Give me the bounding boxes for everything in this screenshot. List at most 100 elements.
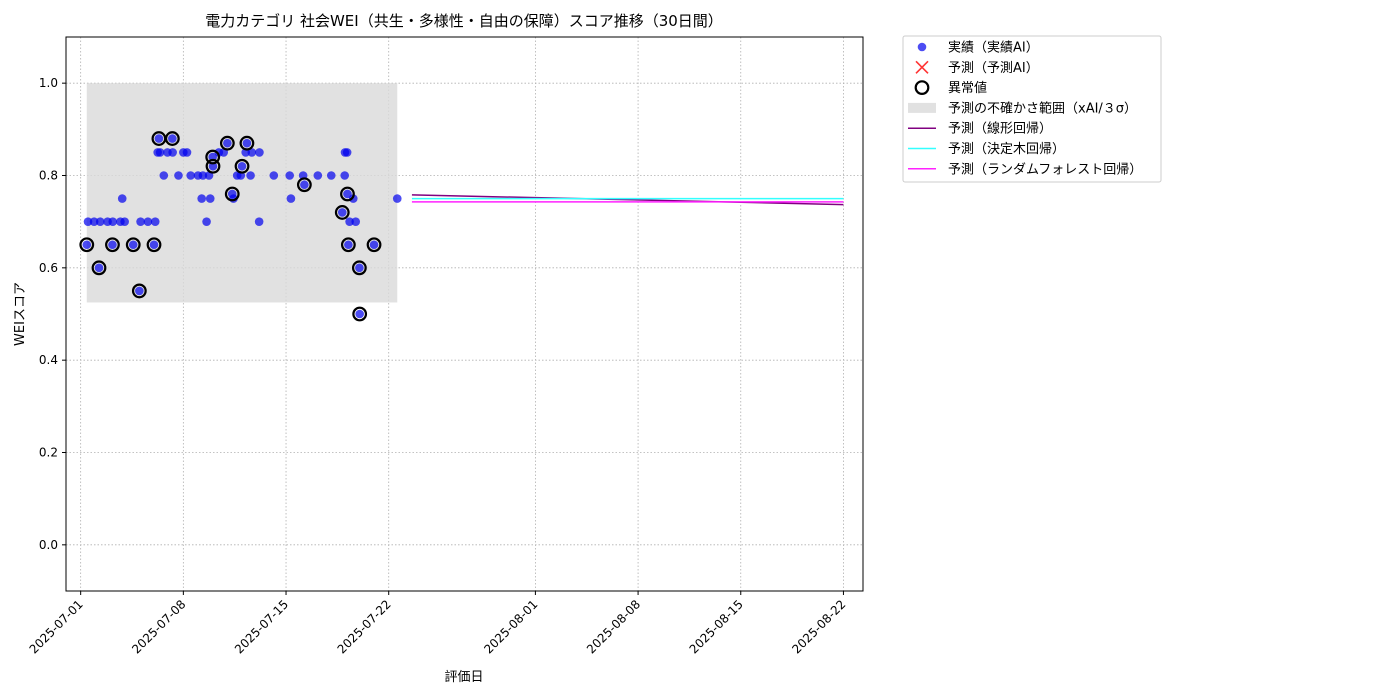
actual-point xyxy=(135,286,144,296)
actual-point xyxy=(246,171,255,180)
anomaly-ring xyxy=(340,237,356,253)
actual-point xyxy=(286,194,296,203)
chart-title: 電力カテゴリ 社会WEI（共生・多様性・自由の保障）スコア推移（30日間） xyxy=(205,12,723,30)
actual-point xyxy=(345,217,354,226)
anomaly-ring xyxy=(351,260,367,276)
legend-label-actual: 実績（実績AI） xyxy=(948,40,1039,56)
legend-marker-band xyxy=(908,102,936,113)
actual-point xyxy=(168,148,177,157)
actual-point xyxy=(89,217,99,226)
actual-point xyxy=(223,138,232,148)
actual-point xyxy=(392,194,402,203)
actual-point xyxy=(344,240,353,250)
x-tick-label: 2025-07-15 xyxy=(232,597,291,656)
anomaly-ring xyxy=(91,260,107,276)
x-tick-label: 2025-07-08 xyxy=(129,597,188,656)
actual-point xyxy=(159,171,169,180)
actual-point xyxy=(342,148,352,157)
x-tick-label: 2025-08-15 xyxy=(687,597,746,656)
actual-point xyxy=(355,309,364,319)
actual-point xyxy=(255,148,264,157)
anomaly-ring xyxy=(146,237,162,253)
actual-point xyxy=(300,180,309,190)
actual-point xyxy=(326,171,336,180)
actual-point xyxy=(269,171,279,180)
actual-point xyxy=(174,171,183,180)
actual-point xyxy=(237,161,247,171)
actual-point xyxy=(108,217,118,226)
actual-point xyxy=(154,134,164,143)
actual-point xyxy=(351,217,361,226)
anomaly-ring xyxy=(205,149,221,165)
anomaly-ring xyxy=(366,237,382,253)
anomaly-markers xyxy=(79,131,382,322)
legend-marker-actual xyxy=(917,42,927,52)
actual-point xyxy=(197,194,206,203)
actual-point xyxy=(155,148,165,157)
actual-point xyxy=(205,194,215,203)
anomaly-ring xyxy=(219,135,235,151)
legend-label-anomaly: 異常値 xyxy=(948,80,987,96)
actual-point xyxy=(120,217,129,226)
actual-point xyxy=(285,171,294,180)
anomaly-ring xyxy=(131,283,147,299)
y-tick-label: 0.4 xyxy=(39,353,58,367)
actual-point xyxy=(82,240,92,250)
actual-point xyxy=(168,134,177,143)
actual-point xyxy=(94,263,104,273)
y-axis: 0.0 0.2 0.4 0.6 0.8 1.0 xyxy=(39,76,66,552)
legend-label-forest: 予測（ランダムフォレスト回帰） xyxy=(948,161,1142,177)
actual-point xyxy=(143,217,153,226)
anomaly-ring xyxy=(239,135,255,151)
actual-point xyxy=(355,263,364,273)
anomaly-ring xyxy=(205,158,221,174)
actual-point xyxy=(337,208,347,217)
anomaly-ring xyxy=(224,186,240,202)
actual-point xyxy=(202,217,211,226)
series-line-linear xyxy=(411,194,844,206)
legend-box xyxy=(902,35,1162,183)
plot-frame xyxy=(65,36,864,592)
actual-point xyxy=(313,171,323,180)
legend-marker-predicted xyxy=(915,60,929,74)
anomaly-ring xyxy=(334,205,350,220)
anomaly-ring xyxy=(352,306,368,322)
anomaly-ring xyxy=(79,237,95,253)
actual-point xyxy=(150,217,160,226)
anomaly-ring xyxy=(164,131,180,146)
actual-point xyxy=(136,217,145,226)
actual-point xyxy=(254,217,264,226)
x-axis: 2025-07-01 2025-07-08 2025-07-15 2025-07-22… xyxy=(27,591,849,656)
prediction-lines xyxy=(411,194,844,206)
actual-points xyxy=(82,134,402,319)
legend-label-uncertainty: 予測の不確かさ範囲（xAI/３σ） xyxy=(948,100,1137,116)
actual-point xyxy=(198,171,208,180)
anomaly-ring xyxy=(125,237,141,253)
y-tick-label: 0.0 xyxy=(39,538,58,552)
y-tick-label: 0.2 xyxy=(39,446,58,460)
x-tick-label: 2025-08-08 xyxy=(584,597,643,656)
actual-point xyxy=(108,240,117,250)
y-tick-label: 0.8 xyxy=(39,169,58,183)
actual-point xyxy=(117,194,127,203)
actual-point xyxy=(95,217,105,226)
actual-point xyxy=(247,148,257,157)
legend-label-linear: 予測（線形回帰） xyxy=(948,121,1052,137)
x-tick-label: 2025-08-22 xyxy=(789,597,848,656)
y-tick-label: 1.0 xyxy=(39,76,58,90)
x-tick-label: 2025-08-01 xyxy=(481,597,540,656)
anomaly-ring xyxy=(296,177,312,193)
actual-point xyxy=(242,138,252,148)
legend-label-predicted: 予測（予測AI） xyxy=(948,61,1039,76)
actual-point xyxy=(186,171,195,180)
actual-point xyxy=(340,171,350,180)
legend-label-tree: 予測（決定木回帰） xyxy=(948,141,1065,157)
anomaly-ring xyxy=(105,237,120,253)
actual-point xyxy=(149,240,159,250)
actual-point xyxy=(182,148,192,157)
actual-point xyxy=(348,194,358,203)
actual-point xyxy=(369,240,379,250)
actual-point xyxy=(128,240,138,250)
